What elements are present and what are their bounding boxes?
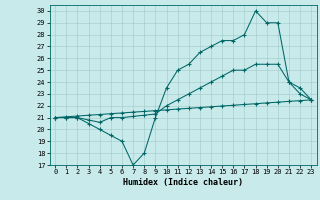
X-axis label: Humidex (Indice chaleur): Humidex (Indice chaleur)	[123, 178, 243, 187]
